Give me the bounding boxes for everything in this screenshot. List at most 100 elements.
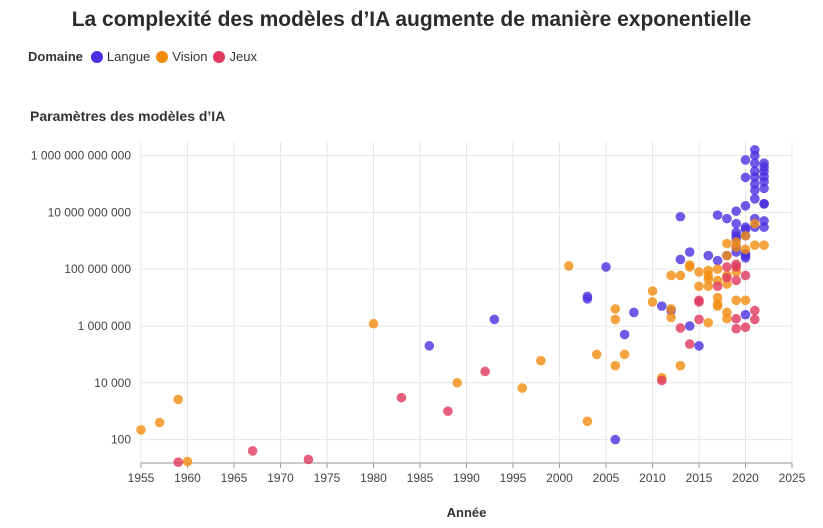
data-point-langue[interactable]	[675, 211, 686, 222]
data-point-vision[interactable]	[722, 313, 732, 324]
data-point-jeux[interactable]	[247, 446, 258, 456]
data-point-vision[interactable]	[610, 360, 621, 371]
data-point-jeux[interactable]	[731, 323, 741, 334]
data-point-vision[interactable]	[619, 349, 630, 360]
data-point-langue[interactable]	[712, 255, 723, 266]
data-point-vision[interactable]	[675, 360, 686, 371]
data-point-langue[interactable]	[722, 213, 732, 224]
data-point-vision[interactable]	[536, 355, 546, 366]
data-point-vision[interactable]	[368, 318, 379, 329]
data-point-vision[interactable]	[610, 304, 621, 314]
data-point-langue[interactable]	[424, 341, 435, 351]
data-point-vision[interactable]	[750, 240, 760, 250]
data-point-langue[interactable]	[657, 301, 667, 311]
data-point-langue[interactable]	[694, 341, 704, 351]
data-point-jeux[interactable]	[173, 457, 183, 468]
data-point-vision[interactable]	[610, 314, 621, 325]
data-point-langue[interactable]	[712, 210, 723, 220]
data-point-vision[interactable]	[647, 297, 658, 307]
data-point-vision[interactable]	[154, 417, 165, 428]
data-point-jeux[interactable]	[443, 406, 453, 416]
data-point-jeux[interactable]	[396, 392, 407, 403]
data-point-langue[interactable]	[684, 247, 695, 257]
data-point-jeux[interactable]	[731, 313, 741, 324]
data-point-langue[interactable]	[629, 307, 639, 318]
data-point-vision[interactable]	[731, 237, 741, 247]
data-point-langue[interactable]	[750, 150, 760, 161]
data-point-vision[interactable]	[564, 261, 574, 271]
data-point-vision[interactable]	[759, 240, 769, 250]
data-point-jeux[interactable]	[750, 314, 760, 325]
data-point-vision[interactable]	[740, 295, 751, 306]
data-point-jeux[interactable]	[750, 305, 760, 316]
data-point-vision[interactable]	[740, 230, 751, 241]
data-point-vision[interactable]	[136, 425, 146, 435]
data-point-jeux[interactable]	[480, 366, 490, 377]
data-point-jeux[interactable]	[684, 339, 695, 349]
data-point-langue[interactable]	[740, 201, 751, 211]
data-point-jeux[interactable]	[694, 295, 704, 306]
data-point-vision[interactable]	[452, 377, 463, 388]
data-point-langue[interactable]	[703, 250, 714, 261]
legend-item-jeux[interactable]: Jeux	[213, 49, 257, 64]
data-point-vision[interactable]	[182, 456, 193, 467]
data-point-vision[interactable]	[582, 416, 593, 427]
data-point-langue[interactable]	[601, 262, 611, 272]
data-point-jeux[interactable]	[657, 375, 667, 386]
data-point-langue[interactable]	[675, 254, 686, 265]
data-point-jeux[interactable]	[712, 281, 723, 292]
data-point-vision[interactable]	[591, 349, 602, 360]
data-point-langue[interactable]	[750, 194, 760, 204]
data-point-vision[interactable]	[694, 281, 704, 292]
data-point-jeux[interactable]	[722, 262, 732, 272]
data-point-langue[interactable]	[750, 185, 760, 196]
data-point-jeux[interactable]	[303, 454, 314, 465]
data-point-vision[interactable]	[750, 218, 760, 229]
data-point-langue[interactable]	[684, 321, 695, 331]
data-point-vision[interactable]	[666, 270, 676, 281]
data-point-vision[interactable]	[712, 264, 723, 274]
data-point-vision[interactable]	[173, 394, 183, 405]
data-point-vision[interactable]	[712, 301, 723, 311]
data-point-vision[interactable]	[517, 383, 528, 393]
data-point-vision[interactable]	[684, 260, 695, 270]
data-point-vision[interactable]	[703, 265, 714, 276]
data-point-jeux[interactable]	[731, 259, 741, 269]
data-point-langue[interactable]	[759, 222, 769, 233]
data-point-vision[interactable]	[694, 267, 704, 277]
data-point-langue[interactable]	[740, 172, 751, 183]
data-point-vision[interactable]	[647, 286, 658, 296]
x-tick-label: 2015	[686, 471, 713, 485]
data-point-vision[interactable]	[666, 304, 676, 314]
data-point-langue[interactable]	[731, 227, 741, 238]
data-point-vision[interactable]	[722, 238, 732, 249]
data-point-langue[interactable]	[740, 155, 751, 165]
legend-item-langue[interactable]: Langue	[90, 49, 150, 64]
data-point-vision[interactable]	[740, 244, 751, 255]
data-point-langue[interactable]	[759, 199, 769, 209]
legend-item-vision[interactable]: Vision	[156, 49, 207, 64]
data-point-jeux[interactable]	[740, 322, 751, 333]
data-point-langue[interactable]	[582, 291, 593, 302]
data-point-langue[interactable]	[750, 158, 760, 169]
data-point-vision[interactable]	[703, 281, 714, 292]
data-point-jeux[interactable]	[731, 275, 741, 286]
data-point-vision[interactable]	[731, 295, 741, 306]
data-point-vision[interactable]	[666, 312, 676, 323]
data-point-langue[interactable]	[740, 309, 751, 320]
data-point-jeux[interactable]	[722, 272, 732, 283]
data-point-langue[interactable]	[619, 329, 630, 340]
data-point-langue[interactable]	[610, 434, 621, 445]
data-point-langue[interactable]	[731, 218, 741, 229]
data-point-jeux[interactable]	[694, 314, 704, 325]
data-point-langue[interactable]	[759, 176, 769, 187]
data-point-langue[interactable]	[750, 172, 760, 182]
data-point-langue[interactable]	[759, 183, 769, 194]
data-point-jeux[interactable]	[740, 270, 751, 281]
data-point-vision[interactable]	[675, 270, 686, 281]
data-point-langue[interactable]	[731, 206, 741, 216]
data-point-langue[interactable]	[489, 314, 500, 325]
data-point-vision[interactable]	[703, 317, 714, 328]
data-point-vision[interactable]	[722, 250, 732, 261]
data-point-jeux[interactable]	[675, 323, 686, 333]
